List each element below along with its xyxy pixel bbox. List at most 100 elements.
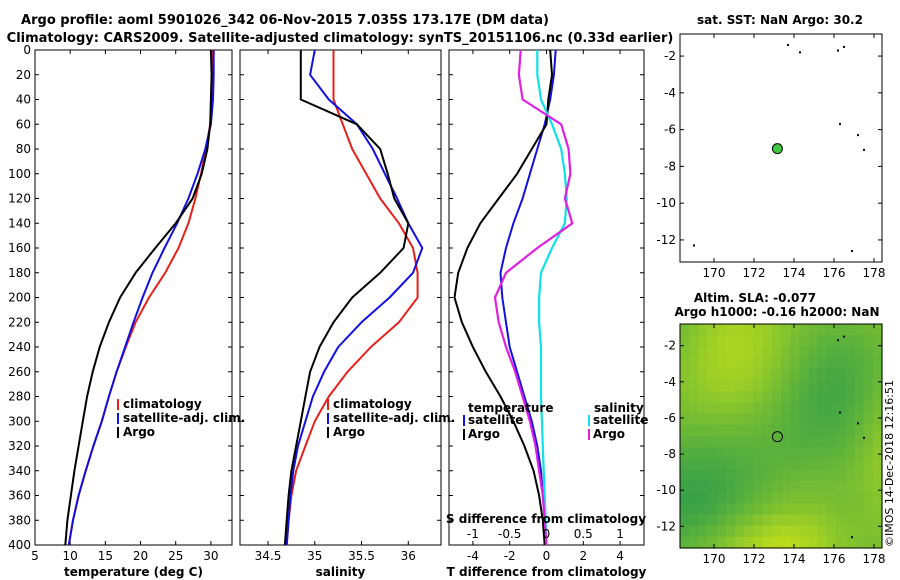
sla-cell [707,525,718,538]
sla-cell [826,514,837,527]
sla-cell [808,346,819,359]
sla-cell [689,335,699,347]
depth-tick-label: 400 [8,538,31,552]
sla-cell [817,436,828,448]
legend-label: satellite [468,413,523,427]
sla-cell [863,447,874,459]
sla-cell [790,402,800,415]
sla-cell [698,536,709,549]
sla-cell [744,413,755,426]
depth-tick-label: 320 [8,439,31,453]
sla-cell [799,480,810,493]
sla-cell [689,391,699,403]
sla-cell [826,346,837,359]
sla-cell [845,424,856,437]
sla-cell [725,525,736,538]
sla-cell [826,536,837,549]
sla-cell [790,514,800,527]
depth-tick-label: 280 [8,390,31,404]
depth-tick-label: 360 [8,489,31,503]
sla-cell [762,436,773,448]
sla-cell [725,346,736,359]
sla-cell [872,447,883,459]
sla-cell [744,324,755,336]
x-tick-label: 10 [63,549,78,563]
top-tick-label: 0 [543,527,551,541]
legend-label: satellite-adj. clim. [333,411,455,425]
sla-cell [753,536,764,549]
sla-cell [716,503,727,515]
x-tick-label: 30 [203,549,218,563]
sla-cell [817,346,828,359]
sla-cell [817,503,828,515]
sla-cell [689,436,699,448]
island-point [837,49,839,52]
sla-cell [689,346,699,359]
sla-cell [716,525,727,538]
sla-cell [836,368,846,381]
sla-cell [725,413,736,426]
sla-cell [707,380,718,392]
lon-tick-label: 174 [783,552,806,566]
sla-cell [836,436,846,448]
sla-cell [725,357,736,370]
sla-cell [716,447,727,459]
sla-cell [707,458,718,471]
sla-cell [753,368,764,381]
sla-cell [872,503,883,515]
sla-cell [698,458,709,471]
top-tick-label: -1 [467,527,479,541]
sla-cell [698,346,709,359]
sla-cell [799,525,810,538]
sla-cell [845,525,856,538]
sla-cell [771,525,782,538]
sla-map-title-line1: Altim. SLA: -0.077 [694,291,816,305]
sla-cell [707,402,718,415]
figure-title-line1: Argo profile: aoml 5901026_342 06-Nov-20… [21,13,549,28]
sla-cell [762,536,773,549]
sla-cell [854,368,865,381]
sla-cell [680,413,690,426]
sla-cell [716,469,727,482]
sla-cell [826,335,837,347]
sla-cell [863,525,874,538]
sla-cell [872,402,883,415]
sla-cell [744,514,755,527]
island-point [843,45,845,48]
sla-cell [771,324,782,336]
sla-cell [808,436,819,448]
legend-label: climatology [333,397,412,411]
sla-cell [845,357,856,370]
sla-cell [716,514,727,527]
sla-cell [863,536,874,549]
sla-cell [771,424,782,437]
sla-cell [863,424,874,437]
sla-cell [698,391,709,403]
sla-cell [725,424,736,437]
sla-cell [817,324,828,336]
sla-cell [799,346,810,359]
sla-cell [716,480,727,493]
sla-cell [845,447,856,459]
sla-cell [836,402,846,415]
sla-cell [781,503,791,515]
map-frame [679,323,883,549]
sla-cell [872,514,883,527]
sla-cell [854,525,865,538]
sla-cell [845,480,856,493]
sla-cell [790,346,800,359]
sla-cell [753,469,764,482]
sla-cell [781,324,791,336]
lon-tick-label: 172 [743,266,766,280]
sla-cell [808,402,819,415]
sla-cell [808,503,819,515]
sla-cell [744,368,755,381]
sla-cell [845,436,856,448]
sla-cell [808,525,819,538]
depth-tick-label: 300 [8,414,31,428]
sla-cell [698,324,709,336]
sla-cell [762,514,773,527]
sla-cell [753,424,764,437]
sla-cell [762,402,773,415]
sla-cell [836,447,846,459]
